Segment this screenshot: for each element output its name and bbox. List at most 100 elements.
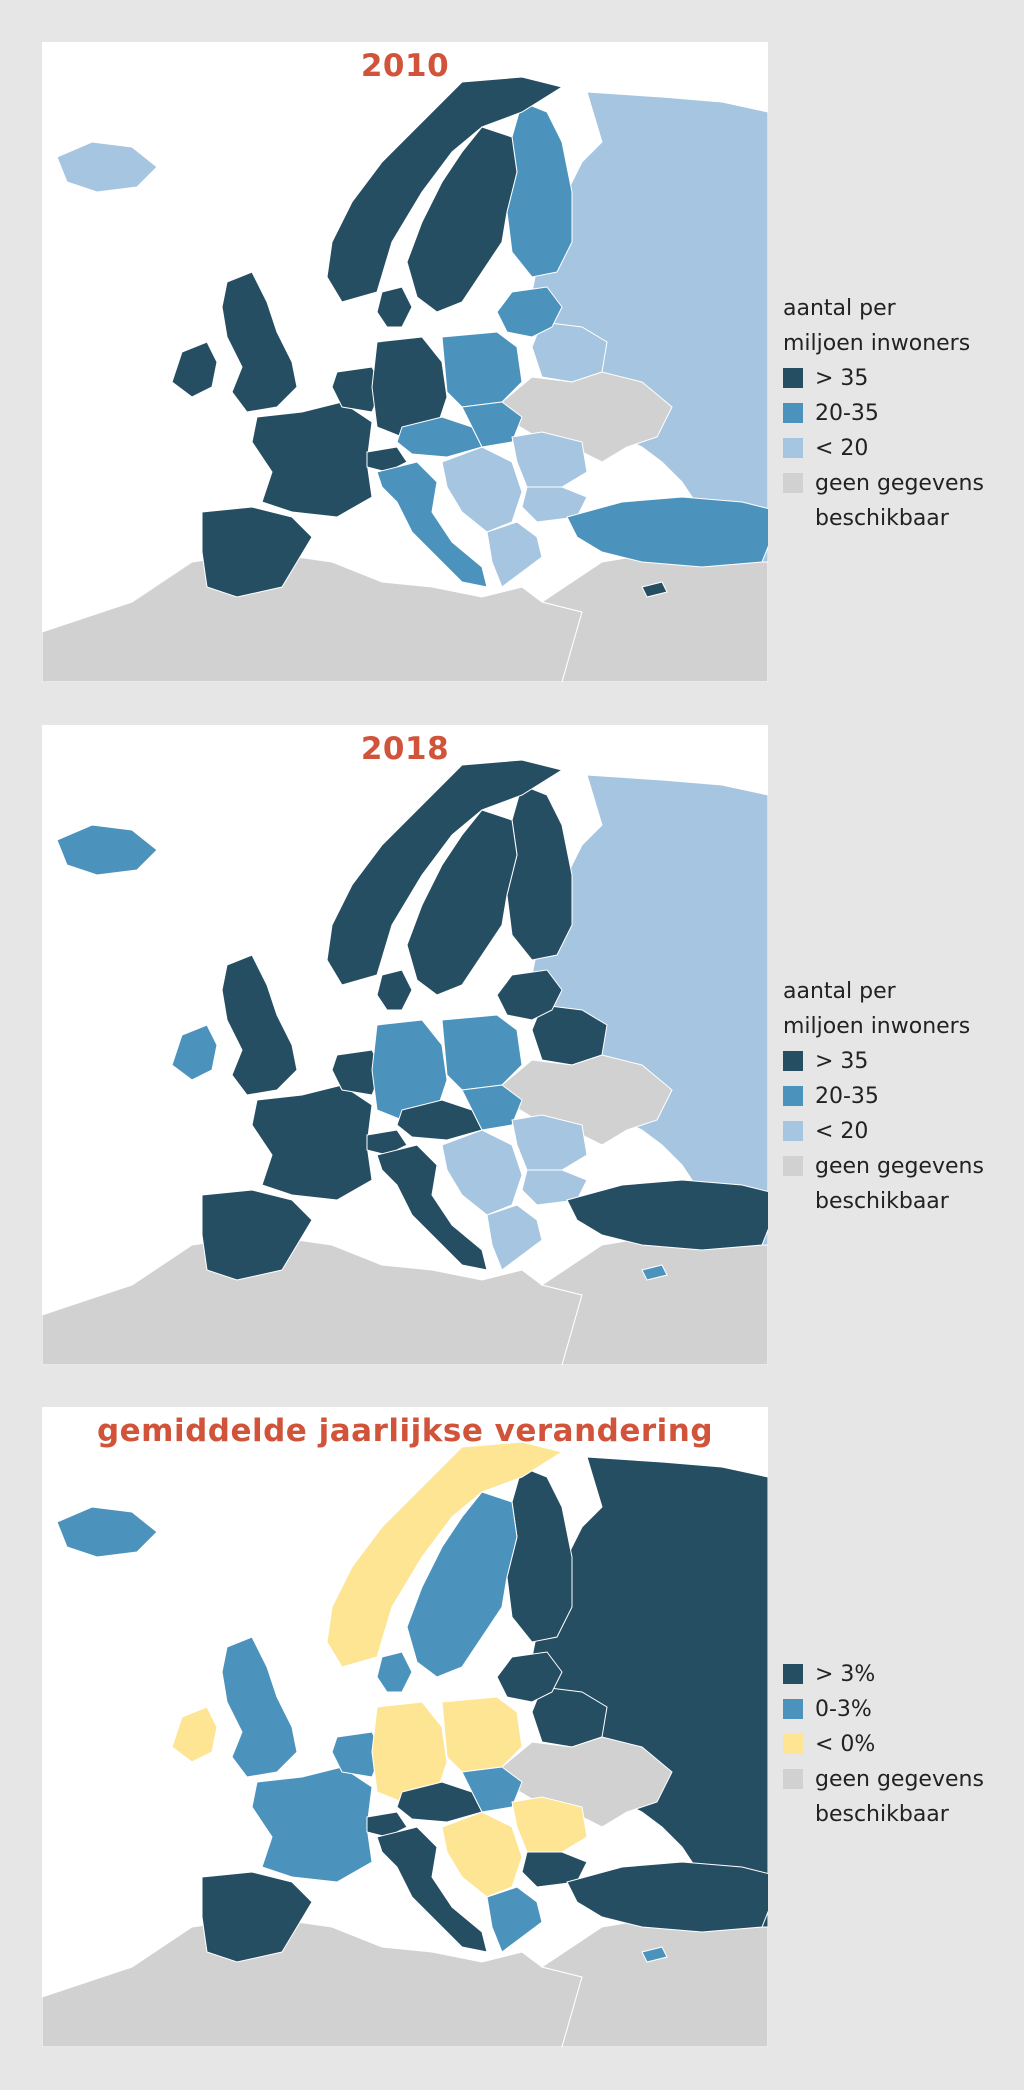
legend-swatch	[783, 1734, 803, 1754]
region-cyprus	[641, 581, 668, 598]
region-benelux	[331, 1731, 383, 1778]
region-czech_austria	[396, 1781, 483, 1823]
region-iberia	[201, 1189, 313, 1281]
map-legend: aantal per miljoen inwoners > 35 20-35 <…	[783, 291, 1018, 536]
region-greece	[486, 1204, 543, 1271]
legend-swatch	[783, 1051, 803, 1071]
region-mideast	[540, 1214, 768, 1365]
map-legend: > 3% 0-3% < 0% geen gegevens beschikbaar	[783, 1657, 1018, 1832]
region-iberia	[201, 1871, 313, 1963]
region-italy	[376, 1144, 488, 1271]
region-hungary_sk	[461, 1766, 523, 1813]
legend-label: 20-35	[815, 1084, 879, 1109]
region-ireland	[171, 1706, 218, 1763]
legend-label: 20-35	[815, 401, 879, 426]
europe-map	[42, 42, 768, 682]
region-cyprus	[641, 1946, 668, 1963]
map-title: 2018	[360, 731, 450, 767]
region-denmark	[376, 286, 413, 328]
region-uk	[221, 954, 298, 1096]
europe-map	[42, 1407, 768, 2047]
legend-item: 0-3%	[783, 1692, 1018, 1727]
legend-label: > 35	[815, 1049, 869, 1074]
legend-swatch	[783, 403, 803, 423]
legend-item: geen gegevens beschikbaar	[783, 1762, 1018, 1832]
region-iceland	[56, 1506, 158, 1558]
map-legend: aantal per miljoen inwoners > 35 20-35 <…	[783, 974, 1018, 1219]
region-turkey	[566, 496, 768, 568]
region-hungary_sk	[461, 401, 523, 448]
region-ireland	[171, 1024, 218, 1081]
region-romania	[511, 1114, 588, 1171]
region-ireland	[171, 341, 218, 398]
region-balkans	[441, 1811, 523, 1898]
legend-caption-line: aantal per	[783, 296, 896, 321]
region-hungary_sk	[461, 1084, 523, 1131]
region-uk	[221, 1636, 298, 1778]
legend-caption-line: aantal per	[783, 979, 896, 1004]
legend-swatch	[783, 1699, 803, 1719]
legend-item: > 35	[783, 1044, 1018, 1079]
legend-label: geen gegevens beschikbaar	[815, 1767, 984, 1827]
legend-item: < 0%	[783, 1727, 1018, 1762]
legend-swatch	[783, 438, 803, 458]
legend-label: < 0%	[815, 1732, 876, 1757]
legend-label: < 20	[815, 436, 869, 461]
region-sweden	[406, 809, 518, 996]
legend-item: geen gegevens beschikbaar	[783, 1149, 1018, 1219]
legend-swatch	[783, 473, 803, 493]
legend-caption-line: miljoen inwoners	[783, 1014, 971, 1039]
region-norway	[326, 76, 564, 303]
legend-label: geen gegevens beschikbaar	[815, 1154, 984, 1214]
region-romania	[511, 431, 588, 488]
legend-swatch	[783, 368, 803, 388]
region-iceland	[56, 141, 158, 193]
region-baltics	[496, 286, 563, 338]
region-turkey	[566, 1861, 768, 1933]
region-poland	[441, 1014, 523, 1091]
map-panel-2010: 2010	[42, 42, 768, 682]
region-mideast	[540, 531, 768, 682]
legend-item: 20-35	[783, 1079, 1018, 1114]
region-sweden	[406, 1491, 518, 1678]
legend-item: geen gegevens beschikbaar	[783, 466, 1018, 536]
region-greece	[486, 521, 543, 588]
region-iceland	[56, 824, 158, 876]
region-poland	[441, 331, 523, 408]
legend-swatch	[783, 1769, 803, 1789]
legend-label: > 3%	[815, 1662, 876, 1687]
region-poland	[441, 1696, 523, 1773]
region-cyprus	[641, 1264, 668, 1281]
legend-label: geen gegevens beschikbaar	[815, 471, 984, 531]
region-italy	[376, 1826, 488, 1953]
region-turkey	[566, 1179, 768, 1251]
legend-swatch	[783, 1156, 803, 1176]
region-sweden	[406, 126, 518, 313]
region-benelux	[331, 366, 383, 413]
legend-label: 0-3%	[815, 1697, 872, 1722]
region-denmark	[376, 969, 413, 1011]
region-iberia	[201, 506, 313, 598]
map-title: 2010	[360, 48, 450, 84]
region-italy	[376, 461, 488, 588]
map-title: gemiddelde jaarlijkse verandering	[96, 1413, 714, 1449]
legend-item: < 20	[783, 1114, 1018, 1149]
legend-caption-line: miljoen inwoners	[783, 331, 971, 356]
region-mideast	[540, 1896, 768, 2047]
region-france	[251, 1766, 373, 1883]
region-denmark	[376, 1651, 413, 1693]
region-norway	[326, 759, 564, 986]
region-czech_austria	[396, 416, 483, 458]
europe-map	[42, 725, 768, 1365]
region-baltics	[496, 1651, 563, 1703]
region-france	[251, 1084, 373, 1201]
region-france	[251, 401, 373, 518]
region-benelux	[331, 1049, 383, 1096]
legend-label: > 35	[815, 366, 869, 391]
legend-swatch	[783, 1086, 803, 1106]
region-greece	[486, 1886, 543, 1953]
legend-item: > 35	[783, 361, 1018, 396]
legend-swatch	[783, 1121, 803, 1141]
legend-item: > 3%	[783, 1657, 1018, 1692]
legend-label: < 20	[815, 1119, 869, 1144]
